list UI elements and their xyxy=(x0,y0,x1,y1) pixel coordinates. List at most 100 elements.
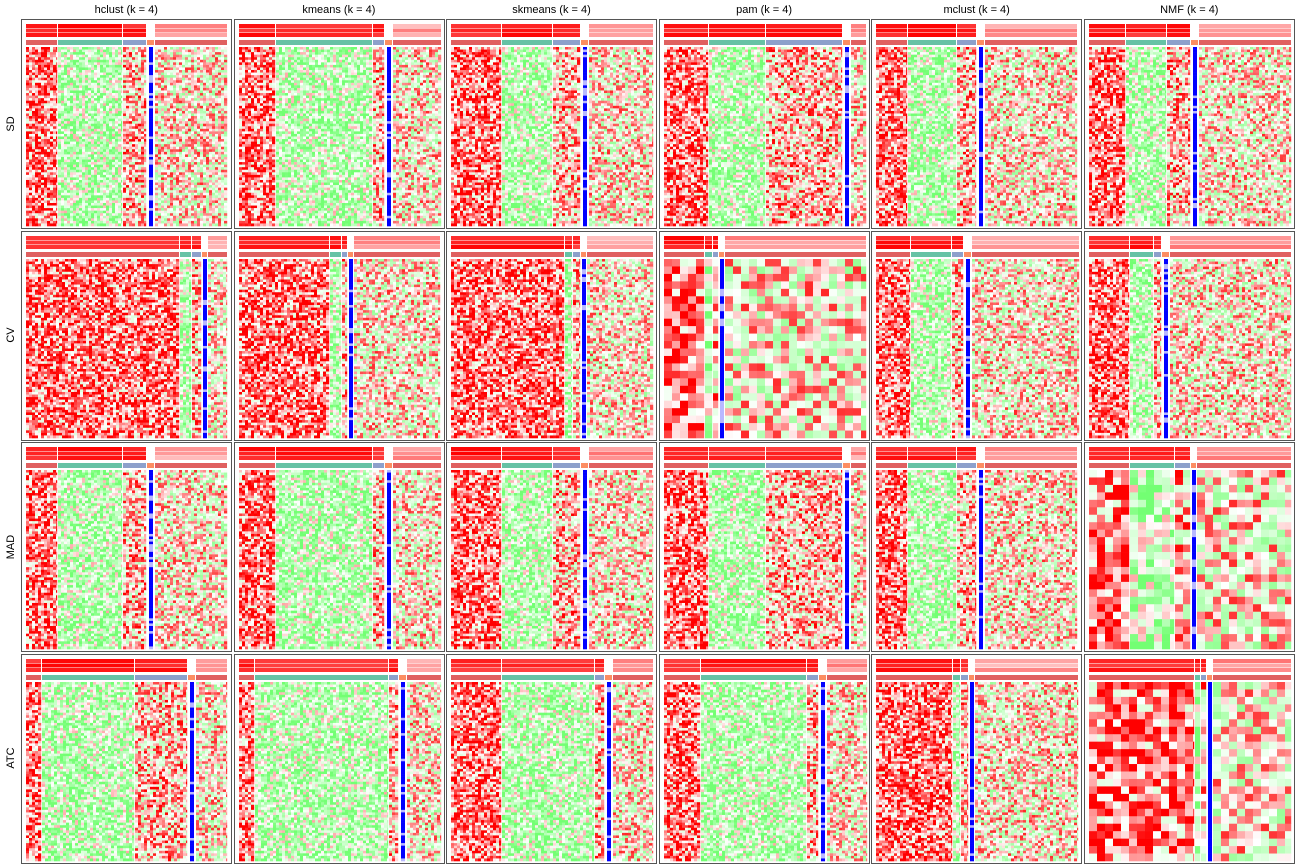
heatmap-cell xyxy=(155,223,158,226)
heatmap-cell xyxy=(209,119,212,122)
heatmap-cell xyxy=(44,211,47,214)
heatmap-cell xyxy=(103,119,106,122)
heatmap-cell xyxy=(158,190,161,193)
heatmap-cell xyxy=(67,55,70,58)
heatmap-cell xyxy=(161,183,164,186)
heatmap-cell xyxy=(115,50,118,53)
heatmap-cell xyxy=(41,211,44,214)
heatmap-cell xyxy=(73,142,76,145)
heatmap-cell xyxy=(64,142,67,145)
heatmap-cell xyxy=(118,216,121,219)
heatmap-cell xyxy=(212,139,215,142)
heatmap-cell xyxy=(203,180,206,183)
heatmap-cell xyxy=(170,98,173,101)
heatmap-cell xyxy=(67,80,70,83)
heatmap-cell xyxy=(132,190,135,193)
heatmap-cell xyxy=(67,101,70,104)
heatmap-cell xyxy=(197,142,200,145)
heatmap-cell xyxy=(170,134,173,137)
heatmap-cell xyxy=(420,57,423,60)
heatmap-cell xyxy=(138,111,141,114)
heatmap-cell xyxy=(224,47,227,50)
heatmap-cell xyxy=(221,157,224,160)
heatmap-cell xyxy=(224,167,227,170)
heatmap-cell xyxy=(73,152,76,155)
heatmap-cell xyxy=(188,106,191,109)
heatmap-cell xyxy=(206,223,209,226)
heatmap-cell xyxy=(97,208,100,211)
heatmap-cell xyxy=(82,73,85,76)
heatmap-cell xyxy=(200,116,203,119)
heatmap-cell xyxy=(164,83,167,86)
heatmap-cell xyxy=(76,216,79,219)
heatmap-cell xyxy=(88,124,91,127)
heatmap-cell xyxy=(41,126,44,129)
heatmap-cell xyxy=(158,50,161,53)
heatmap-cell xyxy=(144,60,146,63)
marker-cell xyxy=(149,188,153,191)
heatmap-cell xyxy=(118,137,121,140)
heatmap-cell xyxy=(100,144,103,147)
heatmap-cell xyxy=(29,78,32,81)
heatmap-cell xyxy=(70,124,73,127)
heatmap-cell xyxy=(121,131,122,134)
heatmap-cell xyxy=(112,131,115,134)
heatmap-cell xyxy=(115,47,118,50)
heatmap-cell xyxy=(179,152,182,155)
heatmap-cell xyxy=(155,144,158,147)
heatmap-cell xyxy=(200,88,203,91)
heatmap-cell xyxy=(215,116,218,119)
heatmap-cell xyxy=(224,80,227,83)
heatmap-cell xyxy=(209,126,212,129)
heatmap-cell xyxy=(132,198,135,201)
heatmap-cell xyxy=(182,183,185,186)
heatmap-cell xyxy=(100,157,103,160)
heatmap-cell xyxy=(132,193,135,196)
heatmap-cell xyxy=(197,101,200,104)
heatmap-cell xyxy=(82,80,85,83)
heatmap-cell xyxy=(191,175,194,178)
heatmap-cell xyxy=(118,113,121,116)
heatmap-cell xyxy=(106,80,109,83)
heatmap-cell xyxy=(26,167,29,170)
heatmap-cell xyxy=(103,73,106,76)
heatmap-cell xyxy=(209,216,212,219)
heatmap-cell xyxy=(209,193,212,196)
heatmap-cell xyxy=(97,108,100,111)
heatmap-cell xyxy=(103,126,106,129)
heatmap-cell xyxy=(56,223,57,226)
heatmap-cell xyxy=(123,223,126,226)
heatmap-cell xyxy=(170,142,173,145)
marker-cell xyxy=(149,152,153,155)
heatmap-cell xyxy=(218,116,221,119)
heatmap-cell xyxy=(197,103,200,106)
heatmap-cell xyxy=(35,154,38,157)
heatmap-cell xyxy=(164,60,167,63)
heatmap-cell xyxy=(106,213,109,216)
heatmap-cell xyxy=(200,147,203,150)
heatmap-cell xyxy=(58,223,61,226)
heatmap-cell xyxy=(38,147,41,150)
heatmap-cell xyxy=(35,119,38,122)
heatmap-cell xyxy=(185,65,188,68)
heatmap-cell xyxy=(144,111,146,114)
heatmap-cell xyxy=(144,206,146,209)
heatmap-cell xyxy=(194,50,197,53)
consensus-track-segment xyxy=(26,24,57,28)
heatmap-cell xyxy=(194,60,197,63)
heatmap-cell xyxy=(164,213,167,216)
marker-cell xyxy=(149,203,153,206)
heatmap-cell xyxy=(38,52,41,55)
heatmap-cell xyxy=(79,65,82,68)
heatmap-cell xyxy=(144,142,146,145)
heatmap-cell xyxy=(197,98,200,101)
heatmap-cell xyxy=(144,203,146,206)
heatmap-cell xyxy=(173,185,176,188)
heatmap-cell xyxy=(126,195,129,198)
heatmap-cell xyxy=(64,162,67,165)
heatmap-cell xyxy=(67,113,70,116)
heatmap-cell xyxy=(103,183,106,186)
heatmap-cell xyxy=(179,160,182,163)
heatmap-cell xyxy=(170,223,173,226)
heatmap-cell xyxy=(103,90,106,93)
